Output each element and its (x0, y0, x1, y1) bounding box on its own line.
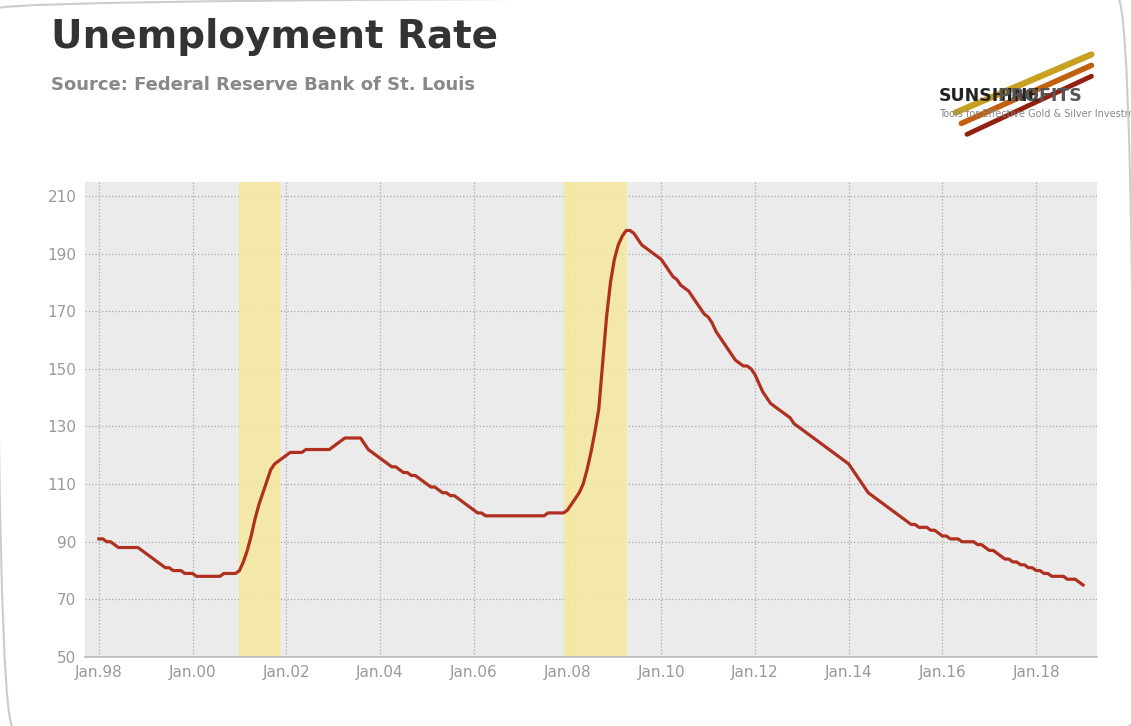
Bar (563, 182, 627, 657)
Text: Unemployment Rate: Unemployment Rate (51, 18, 498, 56)
Text: Tools for Effective Gold & Silver Investments: Tools for Effective Gold & Silver Invest… (939, 109, 1131, 119)
Text: SUNSHINE: SUNSHINE (939, 87, 1041, 105)
Text: Source: Federal Reserve Bank of St. Louis: Source: Federal Reserve Bank of St. Loui… (51, 76, 475, 94)
Bar (240, 182, 278, 657)
Text: PROFITS: PROFITS (992, 87, 1081, 105)
